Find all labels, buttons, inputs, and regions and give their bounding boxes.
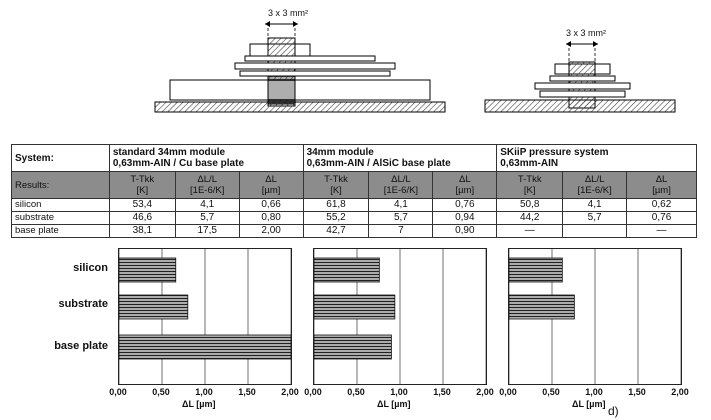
x-axis-title: ΔL [µm] <box>572 399 606 409</box>
table-cell: 4,1 <box>562 198 628 212</box>
table-cell: 4,1 <box>174 198 240 212</box>
header-row: Results: T-Tkk [K] ΔL/L [1E-6/K] ΔL [µm] T-… <box>11 171 697 199</box>
bar-substrate <box>508 294 575 320</box>
system-row: System: standard 34mm module 0,63mm-AIN /… <box>11 144 697 172</box>
category-label-substrate: substrate <box>58 298 108 310</box>
row-label: base plate <box>11 224 110 238</box>
system-2-subtitle: 0,63mm-AIN / AlSiC base plate <box>306 158 451 169</box>
table-cell: 46,6 <box>108 211 176 225</box>
row-label: substrate <box>11 211 110 225</box>
category-label-base-plate: base plate <box>54 340 108 352</box>
bar-base-plate <box>118 334 292 360</box>
system-1: standard 34mm module 0,63mm-AIN / Cu base… <box>108 144 304 172</box>
system-1-title: standard 34mm module <box>112 147 226 158</box>
x-axis-title: ΔL [µm] <box>182 399 216 409</box>
table-cell: 44,2 <box>496 211 564 225</box>
table-cell: 0,66 <box>238 198 304 212</box>
x-tick-label: 1,00 <box>585 387 603 397</box>
bar-substrate <box>313 294 396 320</box>
col-header: ΔL/L [1E-6/K] <box>174 171 240 199</box>
col-header: ΔL [µm] <box>626 171 697 199</box>
table-cell: 5,7 <box>562 211 628 225</box>
table-cell: 5,7 <box>174 211 240 225</box>
table-cell: 7 <box>368 224 434 238</box>
x-tick-label: 0,00 <box>304 387 322 397</box>
x-tick-label: 2,00 <box>476 387 494 397</box>
figure-label: d) <box>608 404 619 418</box>
row-label: silicon <box>11 198 110 212</box>
x-tick-label: 1,50 <box>433 387 451 397</box>
col-header: T-Tkk [K] <box>108 171 176 199</box>
system-3: SKiiP pressure system 0,63mm-AIN <box>496 144 697 172</box>
x-tick-label: 2,00 <box>281 387 299 397</box>
system-label: System: <box>11 144 110 172</box>
system-2-title: 34mm module <box>306 147 374 158</box>
bar-base-plate <box>313 334 392 360</box>
x-tick-label: 1,50 <box>628 387 646 397</box>
table-cell: — <box>496 224 564 238</box>
table-cell: 4,1 <box>368 198 434 212</box>
x-tick-label: 0,00 <box>109 387 127 397</box>
bar-chart-1 <box>118 249 292 384</box>
category-label-silicon: silicon <box>73 262 108 274</box>
table-cell: 53,4 <box>108 198 176 212</box>
results-label: Results: <box>11 171 110 199</box>
col-header: ΔL [µm] <box>432 171 498 199</box>
table-cell: 0,94 <box>432 211 498 225</box>
x-tick-label: 0,50 <box>542 387 560 397</box>
table-cell: 0,90 <box>432 224 498 238</box>
table-cell: — <box>626 224 697 238</box>
chart-panel-2 <box>313 248 487 385</box>
table-cell: 5,7 <box>368 211 434 225</box>
chart-panel-3 <box>508 248 682 385</box>
table-cell: 0,76 <box>626 211 697 225</box>
table-cell: 38,1 <box>108 224 176 238</box>
system-1-subtitle: 0,63mm-AIN / Cu base plate <box>112 158 245 169</box>
x-tick-label: 0,50 <box>347 387 365 397</box>
dimension-label-left: 3 x 3 mm² <box>268 8 309 18</box>
x-tick-label: 0,50 <box>152 387 170 397</box>
bar-silicon <box>508 257 563 283</box>
bar-silicon <box>313 257 380 283</box>
x-tick-label: 1,00 <box>195 387 213 397</box>
table-cell: 2,00 <box>238 224 304 238</box>
chart-panel-1 <box>118 248 292 385</box>
x-tick-label: 1,00 <box>390 387 408 397</box>
col-header: ΔL [µm] <box>238 171 304 199</box>
system-3-subtitle: 0,63mm-AIN <box>500 158 559 169</box>
table-cell: 0,62 <box>626 198 697 212</box>
module-cross-section-right <box>484 41 676 113</box>
col-header: T-Tkk [K] <box>496 171 564 199</box>
table-cell: 55,2 <box>302 211 370 225</box>
x-tick-label: 0,00 <box>499 387 517 397</box>
x-tick-label: 1,50 <box>238 387 256 397</box>
system-2: 34mm module 0,63mm-AIN / AlSiC base plate <box>302 144 498 172</box>
system-3-title: SKiiP pressure system <box>500 147 609 158</box>
results-table: System: standard 34mm module 0,63mm-AIN /… <box>11 144 697 238</box>
table-cell <box>562 224 628 238</box>
bar-chart-2 <box>313 249 487 384</box>
table-row: substrate 46,6 5,7 0,80 55,2 5,7 0,94 44… <box>11 211 697 225</box>
col-header: T-Tkk [K] <box>302 171 370 199</box>
module-cross-section-left <box>154 21 446 113</box>
x-axis-title: ΔL [µm] <box>377 399 411 409</box>
table-cell: 0,80 <box>238 211 304 225</box>
x-tick-label: 2,00 <box>671 387 689 397</box>
table-row: base plate 38,1 17,5 2,00 42,7 7 0,90 — … <box>11 224 697 238</box>
table-cell: 42,7 <box>302 224 370 238</box>
table-row: silicon 53,4 4,1 0,66 61,8 4,1 0,76 50,8… <box>11 198 697 212</box>
bar-substrate <box>118 294 189 320</box>
table-cell: 17,5 <box>174 224 240 238</box>
table-cell: 0,76 <box>432 198 498 212</box>
dimension-label-right: 3 x 3 mm² <box>566 28 607 38</box>
table-cell: 61,8 <box>302 198 370 212</box>
col-header: ΔL/L [1E-6/K] <box>562 171 628 199</box>
table-cell: 50,8 <box>496 198 564 212</box>
bar-chart-3 <box>508 249 682 384</box>
bar-silicon <box>118 257 177 283</box>
col-header: ΔL/L [1E-6/K] <box>368 171 434 199</box>
